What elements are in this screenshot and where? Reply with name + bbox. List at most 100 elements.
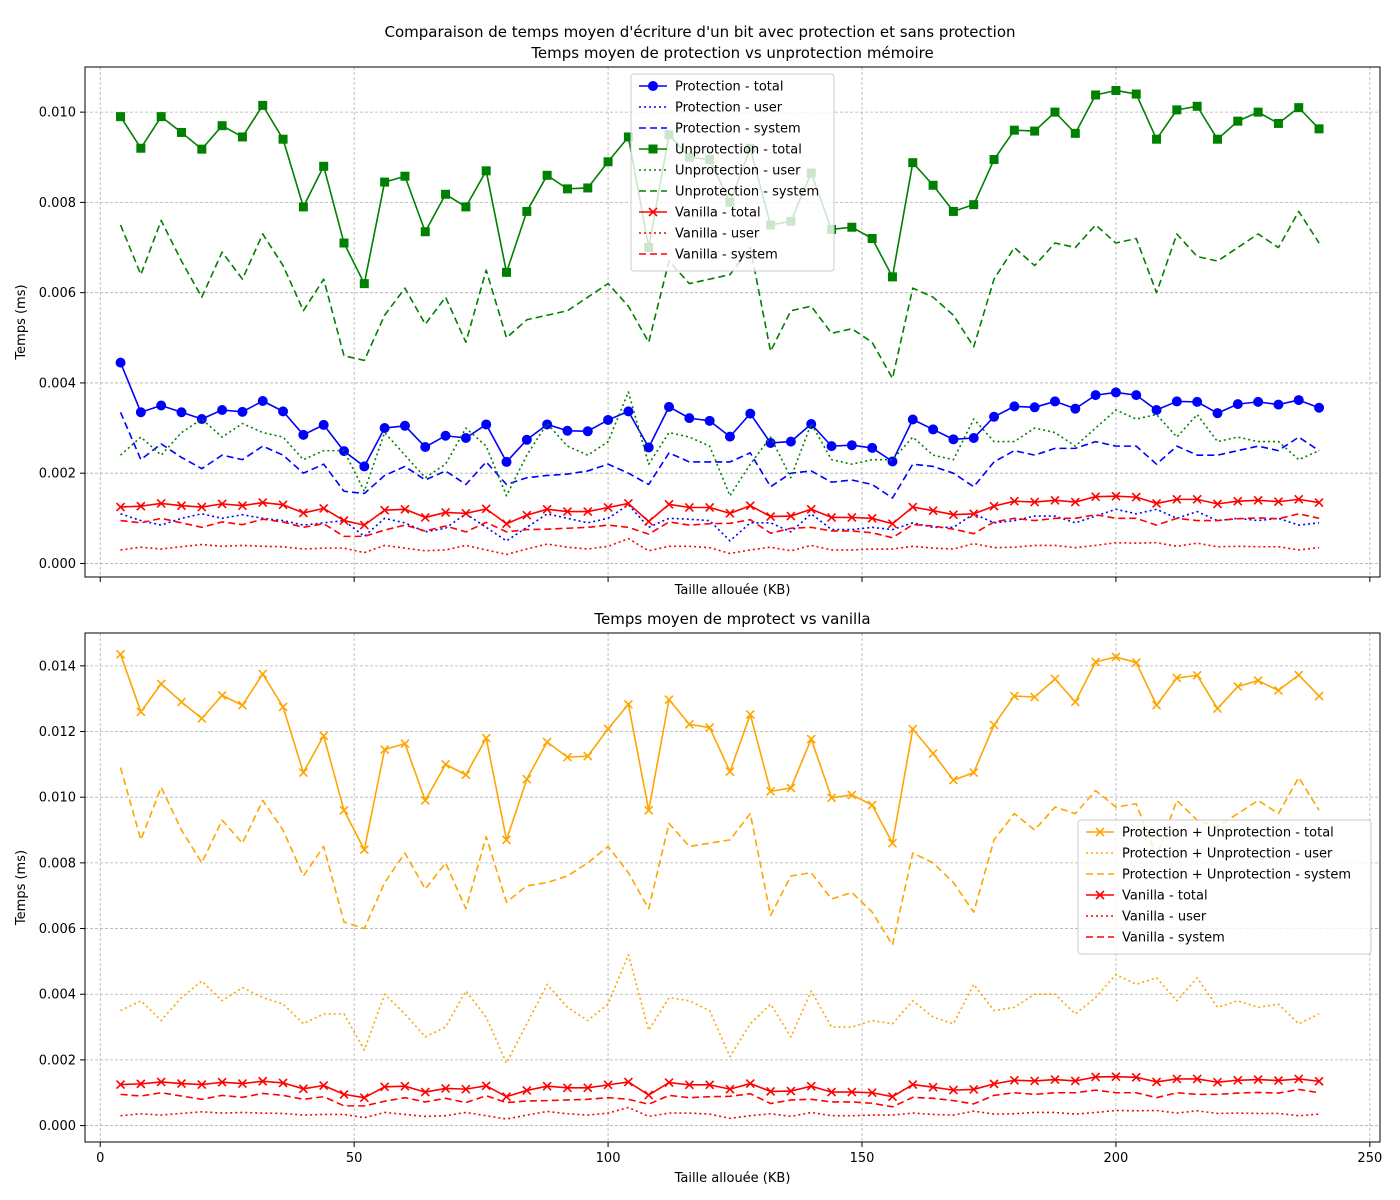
data-point <box>1070 1076 1080 1086</box>
data-point <box>928 748 938 759</box>
data-point <box>867 800 877 810</box>
data-point <box>1091 1072 1101 1082</box>
data-point <box>826 793 837 803</box>
data-point <box>1253 396 1264 407</box>
data-point <box>339 1089 349 1099</box>
data-point <box>176 1078 187 1089</box>
y-tick-label: 0.008 <box>39 856 76 871</box>
legend-label: Protection - user <box>675 101 783 116</box>
series-line <box>119 411 1320 499</box>
data-point <box>380 505 390 515</box>
series-5 <box>119 210 1320 380</box>
series-line <box>120 513 1320 539</box>
data-point <box>562 752 573 762</box>
data-point <box>766 1086 776 1096</box>
data-point <box>765 437 776 448</box>
legend-label: Protection + Unprotection - user <box>1122 847 1333 862</box>
y-tick-label: 0.002 <box>39 467 76 482</box>
data-point <box>786 511 796 521</box>
data-point <box>725 508 735 518</box>
data-point <box>1030 1076 1040 1086</box>
data-point <box>908 158 918 168</box>
data-point <box>847 512 857 522</box>
legend-label: Vanilla - total <box>1122 889 1208 904</box>
data-point <box>1172 105 1182 115</box>
data-point <box>786 1086 796 1096</box>
y-tick-label: 0.014 <box>39 659 76 674</box>
data-point <box>745 709 755 720</box>
data-point <box>1009 691 1019 701</box>
data-point <box>908 1079 918 1090</box>
data-point <box>176 501 187 511</box>
data-point <box>197 144 207 154</box>
y-tick-label: 0.006 <box>39 922 76 937</box>
data-point <box>826 512 837 522</box>
data-point <box>461 508 471 518</box>
data-point <box>562 506 573 517</box>
chart-panel-mprotect-vanilla: 0 50 100 150 200 250 0.000 0.002 0.004 0.006 0.008… <box>14 610 1382 1186</box>
data-point <box>664 695 674 705</box>
data-point <box>846 440 857 451</box>
data-point <box>1253 1075 1263 1085</box>
data-point <box>583 183 593 193</box>
data-point <box>1151 405 1162 416</box>
data-point <box>1273 497 1283 507</box>
data-point <box>1212 134 1222 144</box>
data-point <box>1111 491 1121 501</box>
y-tick-label: 0.000 <box>39 1119 76 1134</box>
data-point <box>521 434 532 445</box>
data-point <box>502 267 512 277</box>
data-point <box>339 516 349 526</box>
data-point <box>1314 1076 1324 1086</box>
data-point <box>1151 1077 1162 1087</box>
y-tick-label: 0.004 <box>39 988 76 1003</box>
data-point <box>156 112 166 122</box>
data-point <box>664 499 674 509</box>
data-point <box>278 134 288 144</box>
legend-label: Vanilla - system <box>1122 931 1225 946</box>
data-point <box>562 1083 573 1093</box>
data-point <box>380 745 390 755</box>
data-point <box>1030 497 1040 507</box>
data-point <box>1232 399 1243 410</box>
grid-lines <box>85 633 1380 1142</box>
data-point <box>1050 107 1060 117</box>
axes-frame <box>84 66 1381 578</box>
data-point <box>116 112 126 122</box>
x-axis-label: Taille allouée (KB) <box>674 1171 791 1186</box>
data-point <box>237 501 247 511</box>
data-point <box>806 419 817 429</box>
series-4 <box>120 1106 1320 1120</box>
data-point <box>562 425 573 436</box>
series-8 <box>120 513 1320 539</box>
data-point <box>217 499 227 509</box>
data-point <box>460 432 471 443</box>
data-point <box>928 424 939 435</box>
data-point <box>156 1077 166 1087</box>
data-point <box>481 504 491 514</box>
data-point <box>1294 494 1304 504</box>
data-point <box>339 238 349 248</box>
data-point <box>887 272 897 282</box>
data-point <box>298 429 309 440</box>
series-3 <box>115 1072 1324 1103</box>
data-point <box>1131 492 1141 502</box>
legend-label: Vanilla - total <box>675 206 761 221</box>
data-point <box>745 408 756 419</box>
data-point <box>928 1082 938 1092</box>
data-point <box>319 731 329 741</box>
data-point <box>441 189 451 199</box>
data-point <box>644 516 654 527</box>
data-point <box>481 1081 491 1091</box>
data-point <box>318 419 329 430</box>
data-point <box>1192 396 1203 407</box>
data-point <box>643 442 654 453</box>
legend-label: Protection - system <box>675 122 801 137</box>
data-point <box>1070 128 1080 138</box>
data-point <box>1192 1074 1202 1084</box>
data-point <box>887 1092 898 1102</box>
data-point <box>1273 118 1283 128</box>
data-point <box>1233 681 1243 692</box>
data-point <box>1151 700 1162 710</box>
x-tick-label: 0 <box>96 1151 104 1166</box>
